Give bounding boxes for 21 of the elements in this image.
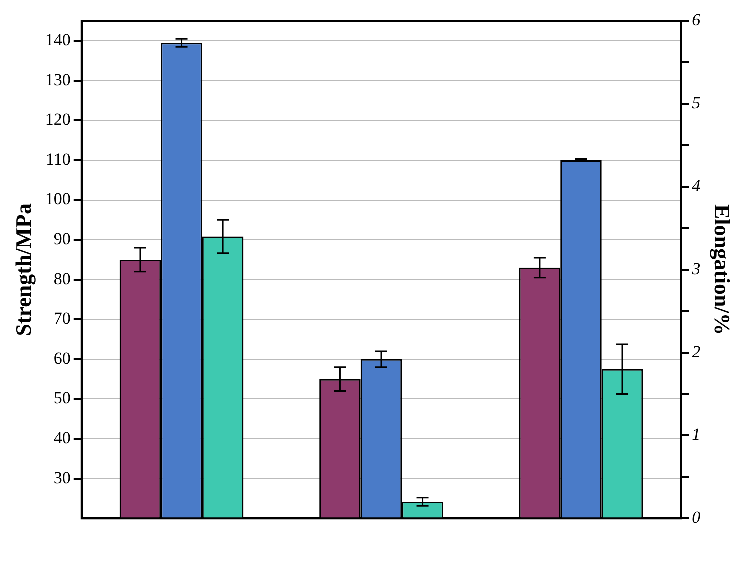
y-tick-label: 140	[45, 30, 71, 50]
y2-tick-label: 6	[692, 10, 702, 30]
y-tick-label: 90	[54, 230, 71, 249]
y2-tick-label: 0	[692, 508, 702, 528]
y-tick-label: 40	[54, 428, 71, 448]
y-tick-label: 30	[54, 468, 71, 488]
y2-tick-label: 3	[691, 259, 701, 278]
y-tick-label: 120	[45, 110, 71, 130]
y2-tick-label: 1	[692, 425, 701, 444]
y-tick-label: 60	[54, 348, 71, 368]
y-tick-label: 50	[54, 388, 71, 408]
y2-tick-label: 2	[692, 342, 702, 362]
y-axis-title: Strength/MPa	[10, 203, 36, 336]
y-tick-label: 130	[45, 70, 71, 90]
y-tick-label: 70	[54, 309, 71, 328]
y-tick-label: 100	[45, 190, 71, 209]
y2-axis-title: Elongation/%	[710, 204, 736, 336]
y-tick-label: 110	[46, 150, 71, 169]
y2-tick-label: 5	[692, 94, 701, 113]
y-tick-label: 80	[54, 269, 71, 288]
y2-tick-label: 4	[692, 176, 702, 196]
